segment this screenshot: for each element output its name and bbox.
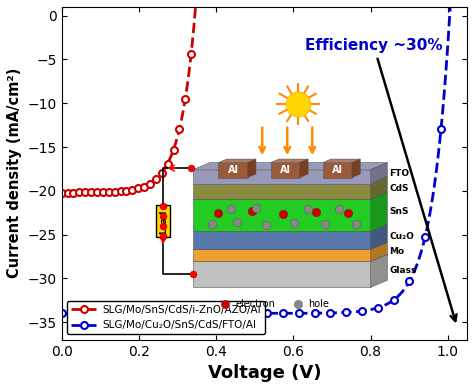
Polygon shape — [371, 224, 387, 249]
Text: Al: Al — [332, 165, 343, 175]
Polygon shape — [193, 193, 387, 200]
Text: electron: electron — [235, 299, 275, 309]
Polygon shape — [371, 163, 387, 184]
Polygon shape — [193, 224, 387, 231]
Polygon shape — [247, 159, 256, 177]
Polygon shape — [323, 163, 352, 177]
Polygon shape — [371, 193, 387, 231]
Text: CdS: CdS — [390, 184, 409, 193]
Text: hole: hole — [308, 299, 329, 309]
Polygon shape — [219, 159, 256, 163]
SLG/Mo/SnS/CdS/i-ZnO/AZO/Al — [59, 190, 64, 195]
Polygon shape — [193, 242, 387, 249]
SLG/Mo/SnS/CdS/i-ZnO/AZO/Al — [182, 96, 188, 101]
Text: Al: Al — [280, 165, 291, 175]
SLG/Mo/Cu₂O/SnS/CdS/FTO/Al — [292, 311, 298, 315]
Polygon shape — [371, 242, 387, 261]
SLG/Mo/Cu₂O/SnS/CdS/FTO/Al — [59, 311, 64, 316]
Polygon shape — [323, 159, 360, 163]
Line: SLG/Mo/SnS/CdS/i-ZnO/AZO/Al: SLG/Mo/SnS/CdS/i-ZnO/AZO/Al — [58, 0, 212, 196]
Polygon shape — [371, 177, 387, 200]
X-axis label: Voltage (V): Voltage (V) — [208, 364, 321, 382]
Line: SLG/Mo/Cu₂O/SnS/CdS/FTO/Al: SLG/Mo/Cu₂O/SnS/CdS/FTO/Al — [58, 0, 459, 317]
Text: Al: Al — [228, 165, 238, 175]
Polygon shape — [193, 231, 371, 249]
SLG/Mo/SnS/CdS/i-ZnO/AZO/Al — [59, 190, 65, 195]
Polygon shape — [271, 159, 308, 163]
SLG/Mo/SnS/CdS/i-ZnO/AZO/Al — [146, 182, 151, 187]
Polygon shape — [371, 254, 387, 287]
Polygon shape — [193, 254, 387, 261]
Text: Glass: Glass — [390, 266, 417, 275]
Text: FTO: FTO — [390, 168, 410, 177]
Text: Cu₂O: Cu₂O — [390, 232, 414, 242]
Polygon shape — [300, 159, 308, 177]
Legend: SLG/Mo/SnS/CdS/i-ZnO/AZO/Al, SLG/Mo/Cu₂O/SnS/CdS/FTO/Al: SLG/Mo/SnS/CdS/i-ZnO/AZO/Al, SLG/Mo/Cu₂O… — [67, 301, 265, 335]
Text: Load: Load — [159, 209, 168, 234]
SLG/Mo/Cu₂O/SnS/CdS/FTO/Al — [416, 258, 421, 263]
Text: Mo: Mo — [390, 247, 405, 256]
Polygon shape — [193, 177, 387, 184]
Polygon shape — [193, 163, 387, 170]
Polygon shape — [193, 249, 371, 261]
Polygon shape — [193, 184, 371, 200]
Bar — [156, 205, 171, 237]
Polygon shape — [193, 261, 371, 287]
SLG/Mo/SnS/CdS/i-ZnO/AZO/Al — [192, 16, 198, 21]
Polygon shape — [193, 170, 371, 184]
SLG/Mo/SnS/CdS/i-ZnO/AZO/Al — [146, 182, 152, 186]
Polygon shape — [271, 163, 300, 177]
SLG/Mo/SnS/CdS/i-ZnO/AZO/Al — [148, 180, 154, 185]
Y-axis label: Current density (mA/cm²): Current density (mA/cm²) — [7, 68, 22, 279]
Text: Efficiency ~30%: Efficiency ~30% — [305, 38, 456, 321]
Polygon shape — [219, 163, 247, 177]
SLG/Mo/Cu₂O/SnS/CdS/FTO/Al — [300, 311, 306, 315]
SLG/Mo/Cu₂O/SnS/CdS/FTO/Al — [60, 311, 66, 316]
Polygon shape — [193, 200, 371, 231]
SLG/Mo/Cu₂O/SnS/CdS/FTO/Al — [293, 311, 299, 315]
Polygon shape — [352, 159, 360, 177]
Text: SnS: SnS — [390, 207, 409, 216]
SLG/Mo/Cu₂O/SnS/CdS/FTO/Al — [391, 298, 396, 302]
